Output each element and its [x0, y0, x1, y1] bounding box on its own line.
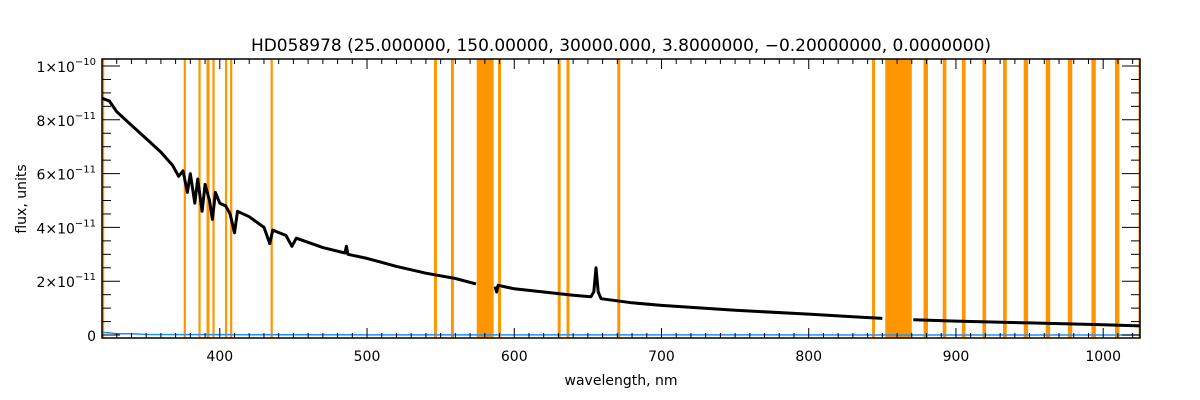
x-tick-labels: 400 500 600 700 800 900 1000	[206, 349, 1121, 365]
y-tick-label: 2×10−11	[36, 272, 96, 291]
masked-band	[434, 59, 437, 338]
x-tick-label: 700	[648, 349, 675, 365]
masked-bands	[102, 59, 1141, 338]
y-axis-label: flux, units	[14, 164, 30, 233]
y-tick-label: 0	[87, 329, 96, 345]
masked-band	[1114, 59, 1120, 338]
y-tick-label: 8×10−11	[36, 111, 96, 130]
y-tick-labels: 0 2×10−11 4×10−11 6×10−11 8×10−11 1×10−10	[36, 57, 96, 345]
error-line	[101, 331, 1141, 336]
masked-band	[961, 59, 966, 338]
plot-frame	[101, 58, 1141, 339]
masked-band	[923, 59, 928, 338]
masked-band	[557, 59, 561, 338]
masked-band	[566, 59, 570, 338]
masked-band	[1067, 59, 1073, 338]
masked-band	[476, 59, 494, 338]
masked-band	[102, 59, 105, 338]
masked-band	[230, 59, 233, 338]
masked-band	[498, 59, 502, 338]
masked-band	[1045, 59, 1051, 338]
chart-title: HD058978 (25.000000, 150.00000, 30000.00…	[251, 36, 991, 56]
x-tick-label: 1000	[1085, 349, 1121, 365]
y-tick-label: 1×10−10	[36, 57, 96, 76]
x-axis-label: wavelength, nm	[565, 373, 678, 389]
masked-band	[617, 59, 621, 338]
flux-line	[101, 96, 1141, 328]
x-tick-label: 800	[795, 349, 822, 365]
masked-band	[183, 59, 186, 338]
y-tick-label: 6×10−11	[36, 165, 96, 184]
series-group	[101, 96, 1141, 336]
x-tick-label: 500	[354, 349, 381, 365]
x-tick-label: 900	[943, 349, 970, 365]
x-tick-label: 600	[501, 349, 528, 365]
masked-band	[1003, 59, 1007, 338]
masked-band	[1023, 59, 1029, 338]
masked-band	[885, 59, 912, 338]
x-tick-label: 400	[206, 349, 233, 365]
masked-band	[982, 59, 987, 338]
masked-band	[872, 59, 875, 338]
masked-band	[224, 59, 228, 338]
masked-band	[450, 59, 454, 338]
axis-ticks	[101, 59, 1140, 338]
masked-band	[1091, 59, 1096, 338]
y-tick-label: 4×10−11	[36, 218, 96, 237]
masked-band	[942, 59, 947, 338]
masked-band	[270, 59, 273, 338]
